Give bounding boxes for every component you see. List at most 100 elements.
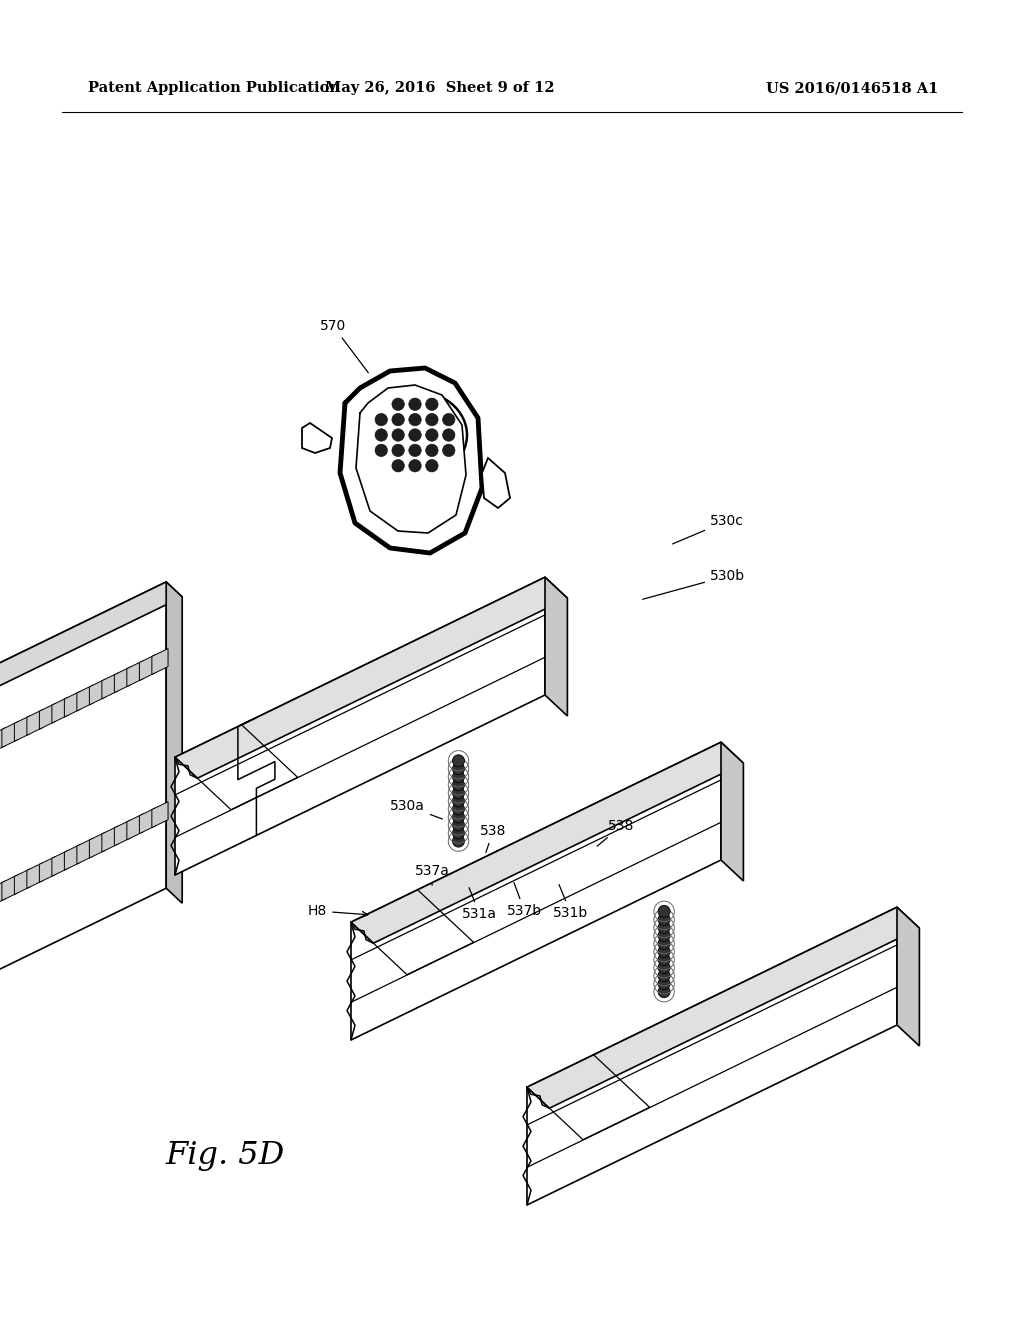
Polygon shape xyxy=(14,715,31,742)
Polygon shape xyxy=(527,907,920,1109)
Text: 538: 538 xyxy=(597,818,635,846)
Circle shape xyxy=(426,444,438,457)
Circle shape xyxy=(392,429,404,441)
Polygon shape xyxy=(27,862,43,888)
Text: 531a: 531a xyxy=(462,887,497,921)
Polygon shape xyxy=(52,697,68,723)
Circle shape xyxy=(658,945,670,957)
Text: Patent Application Publication: Patent Application Publication xyxy=(88,81,340,95)
Circle shape xyxy=(658,906,670,917)
Polygon shape xyxy=(89,678,105,705)
Circle shape xyxy=(426,429,438,441)
Polygon shape xyxy=(115,667,130,693)
Text: US 2016/0146518 A1: US 2016/0146518 A1 xyxy=(766,81,938,95)
Circle shape xyxy=(375,444,387,457)
Polygon shape xyxy=(115,820,130,846)
Polygon shape xyxy=(77,685,93,711)
Polygon shape xyxy=(52,850,68,876)
Polygon shape xyxy=(2,722,18,747)
Circle shape xyxy=(658,953,670,965)
Polygon shape xyxy=(166,582,182,903)
Circle shape xyxy=(658,921,670,933)
Polygon shape xyxy=(101,826,118,851)
Polygon shape xyxy=(65,692,81,717)
Polygon shape xyxy=(0,582,166,1026)
Polygon shape xyxy=(77,838,93,865)
Circle shape xyxy=(453,836,465,847)
Polygon shape xyxy=(482,458,510,508)
Circle shape xyxy=(426,399,438,411)
Circle shape xyxy=(658,961,670,974)
Polygon shape xyxy=(139,808,156,834)
Ellipse shape xyxy=(362,391,467,479)
Text: H8: H8 xyxy=(308,904,368,917)
Polygon shape xyxy=(527,907,897,1205)
Circle shape xyxy=(453,787,465,799)
Circle shape xyxy=(442,429,455,441)
Polygon shape xyxy=(65,845,81,870)
Circle shape xyxy=(392,444,404,457)
Circle shape xyxy=(392,459,404,473)
Circle shape xyxy=(453,779,465,791)
Circle shape xyxy=(658,970,670,982)
Text: May 26, 2016  Sheet 9 of 12: May 26, 2016 Sheet 9 of 12 xyxy=(326,81,555,95)
Polygon shape xyxy=(545,577,567,715)
Circle shape xyxy=(658,913,670,925)
Circle shape xyxy=(453,818,465,832)
Polygon shape xyxy=(721,742,743,880)
Circle shape xyxy=(442,444,455,457)
Text: 570: 570 xyxy=(319,319,369,372)
Polygon shape xyxy=(356,385,466,533)
Polygon shape xyxy=(175,577,545,875)
Polygon shape xyxy=(2,875,18,900)
Polygon shape xyxy=(39,857,55,882)
Polygon shape xyxy=(101,673,118,698)
Circle shape xyxy=(442,413,455,426)
Polygon shape xyxy=(0,727,5,754)
Circle shape xyxy=(658,929,670,941)
Polygon shape xyxy=(0,582,182,734)
Text: 530c: 530c xyxy=(673,513,743,544)
Polygon shape xyxy=(27,709,43,735)
Circle shape xyxy=(658,986,670,998)
Polygon shape xyxy=(139,655,156,681)
Circle shape xyxy=(453,810,465,822)
Polygon shape xyxy=(302,422,332,453)
Circle shape xyxy=(426,413,438,426)
Text: 537b: 537b xyxy=(507,883,542,917)
Text: Fig. 5D: Fig. 5D xyxy=(165,1140,285,1171)
Circle shape xyxy=(453,803,465,814)
Polygon shape xyxy=(14,869,31,895)
Polygon shape xyxy=(0,880,5,907)
Polygon shape xyxy=(127,661,143,686)
Circle shape xyxy=(426,459,438,473)
Circle shape xyxy=(409,399,421,411)
Circle shape xyxy=(375,413,387,426)
Polygon shape xyxy=(897,907,920,1045)
Circle shape xyxy=(453,828,465,840)
Circle shape xyxy=(453,755,465,767)
Circle shape xyxy=(658,978,670,990)
Polygon shape xyxy=(89,832,105,858)
Polygon shape xyxy=(152,648,168,675)
Text: 537a: 537a xyxy=(415,865,450,886)
Circle shape xyxy=(409,429,421,441)
Text: 530b: 530b xyxy=(643,569,745,599)
Polygon shape xyxy=(175,577,567,779)
Polygon shape xyxy=(351,742,721,1040)
Circle shape xyxy=(392,399,404,411)
Circle shape xyxy=(375,429,387,441)
Polygon shape xyxy=(351,742,743,944)
Polygon shape xyxy=(152,801,168,828)
Circle shape xyxy=(453,763,465,775)
Circle shape xyxy=(409,444,421,457)
Polygon shape xyxy=(39,704,55,729)
Circle shape xyxy=(392,413,404,426)
Circle shape xyxy=(658,937,670,949)
Text: 530a: 530a xyxy=(390,799,442,818)
Circle shape xyxy=(453,771,465,783)
Circle shape xyxy=(409,413,421,426)
Circle shape xyxy=(453,795,465,807)
Text: 531b: 531b xyxy=(553,884,588,920)
Circle shape xyxy=(409,459,421,473)
